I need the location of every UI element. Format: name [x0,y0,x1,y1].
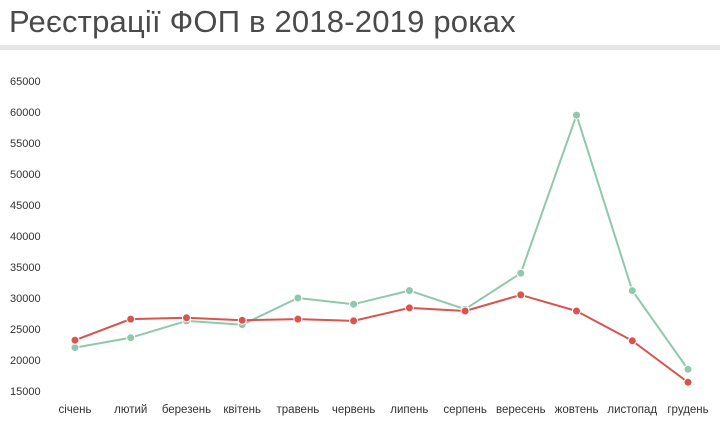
x-tick-label: листопад [607,404,657,416]
data-point[interactable] [293,314,303,324]
data-point[interactable] [404,286,414,296]
data-point[interactable] [683,377,693,387]
x-axis: січень лютий березень квітень травень червень… [58,404,708,416]
series-line [74,114,689,371]
x-tick-label: лютий [114,404,147,416]
x-tick-label: травень [277,404,320,416]
data-point[interactable] [70,335,80,345]
y-tick-label: 35000 [10,262,41,274]
series-line [74,293,689,384]
data-point[interactable] [572,306,581,316]
x-tick-label: березень [162,404,211,416]
x-tick-label: вересень [496,404,546,416]
data-point[interactable] [126,333,136,343]
x-tick-label: червень [332,404,376,416]
y-tick-label: 30000 [10,293,41,305]
y-tick-label: 20000 [10,355,41,367]
y-tick-label: 15000 [10,386,41,398]
x-tick-label: квітень [223,404,261,416]
series-2 [70,290,693,387]
y-tick-label: 50000 [10,169,41,181]
data-point[interactable] [404,303,414,313]
data-point[interactable] [349,316,359,326]
data-point[interactable] [237,315,247,325]
data-point[interactable] [126,314,136,324]
title-divider [0,45,720,50]
data-point[interactable] [516,268,526,278]
series-1 [70,110,693,374]
data-point[interactable] [349,299,359,309]
x-tick-label: грудень [667,404,708,416]
chart-title: Реєстрації ФОП в 2018-2019 роках [9,4,516,39]
y-tick-label: 60000 [10,107,41,119]
y-tick-label: 45000 [10,200,41,212]
x-tick-label: жовтень [555,404,599,416]
x-tick-label: липень [390,404,428,416]
y-tick-label: 40000 [10,231,41,243]
data-point[interactable] [572,110,581,120]
y-tick-label: 25000 [10,324,41,336]
data-point[interactable] [182,313,191,323]
data-point[interactable] [627,336,637,346]
y-tick-label: 55000 [10,138,41,150]
series-layer [70,110,693,387]
x-tick-label: серпень [443,404,487,416]
y-axis: 15000 20000 25000 30000 35000 40000 45000 50000… [10,76,41,398]
data-point[interactable] [683,364,693,374]
x-tick-label: січень [58,404,91,416]
data-point[interactable] [627,286,637,296]
data-point[interactable] [293,293,303,303]
data-point[interactable] [516,290,526,300]
data-point[interactable] [70,343,80,353]
y-tick-label: 65000 [10,76,41,88]
data-point[interactable] [460,306,470,316]
